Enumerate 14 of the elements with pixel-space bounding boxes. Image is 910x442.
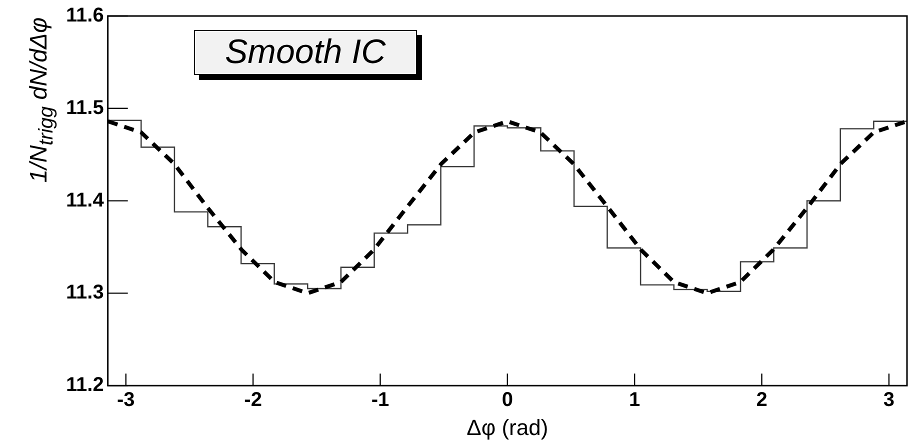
y-tick-label: 11.6 bbox=[66, 4, 104, 27]
x-tick-label: 1 bbox=[629, 389, 640, 412]
y-tick-label: 11.2 bbox=[66, 374, 104, 396]
y-tick-label: 11.3 bbox=[66, 282, 104, 304]
x-tick-label: 3 bbox=[883, 389, 895, 412]
x-axis-title: Δφ (rad) bbox=[466, 414, 548, 440]
y-tick-label: 11.5 bbox=[66, 96, 104, 119]
x-tick-label: 0 bbox=[502, 389, 513, 412]
y-tick-label: 11.4 bbox=[66, 189, 105, 212]
x-tick-label: -2 bbox=[244, 389, 262, 412]
x-tick-label: 2 bbox=[756, 389, 768, 412]
x-tick-label: -1 bbox=[371, 389, 390, 412]
x-tick-label: -3 bbox=[116, 389, 135, 412]
annotation: Smooth IC bbox=[194, 30, 417, 75]
